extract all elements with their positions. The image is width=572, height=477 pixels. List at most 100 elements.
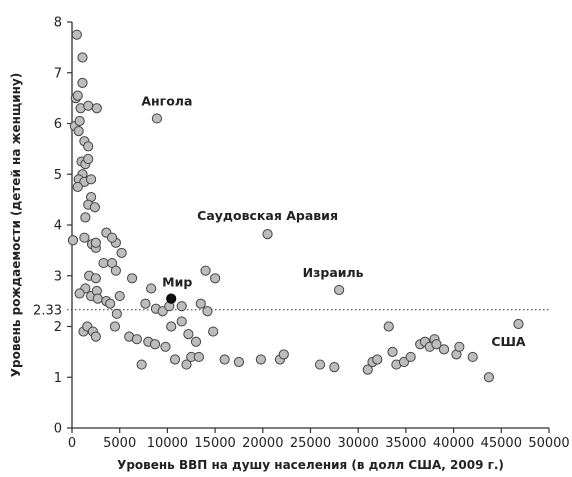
data-point <box>405 351 416 363</box>
x-axis-title: Уровень ВВП на душу населения (в долл СШ… <box>117 458 504 472</box>
data-point <box>72 181 83 193</box>
data-point <box>91 103 102 114</box>
y-axis-title: Уровень рождаемости (детей на женщину) <box>9 73 23 378</box>
data-point <box>169 354 181 365</box>
data-point <box>90 273 101 284</box>
data-point <box>278 349 289 360</box>
data-point <box>110 265 121 276</box>
data-point <box>106 232 118 243</box>
data-point <box>77 77 88 89</box>
data-point <box>98 257 109 269</box>
data-point <box>210 273 221 284</box>
plot-area: 0 1 2 3 4 5 6 7 8 0 5000 10000 15000 20000 25000 30000 3… <box>9 16 570 473</box>
data-point <box>89 202 100 213</box>
x-tick-label: 0 <box>68 436 76 451</box>
data-point <box>92 293 103 304</box>
data-point <box>74 115 85 127</box>
data-point <box>200 265 211 276</box>
data-point <box>176 316 187 327</box>
data-point <box>262 229 273 240</box>
x-tick-label: 50000 <box>528 436 569 451</box>
data-point <box>90 237 101 248</box>
y-tick-label: 6 <box>54 117 62 132</box>
data-point <box>483 372 494 383</box>
x-tick-label: 20000 <box>242 436 283 451</box>
data-point <box>176 301 187 312</box>
annotation-label: США <box>491 334 526 349</box>
data-point <box>362 364 373 375</box>
data-point <box>146 283 157 294</box>
data-point <box>109 321 121 332</box>
world-point <box>166 293 177 304</box>
data-point <box>431 339 442 350</box>
data-point <box>208 326 219 337</box>
y-tick-label: 2 <box>54 320 62 335</box>
data-point <box>334 284 345 296</box>
x-tick-label: 25000 <box>290 436 331 451</box>
data-point <box>151 113 163 124</box>
data-point <box>149 339 161 350</box>
data-point <box>83 153 94 165</box>
data-point <box>383 321 394 332</box>
data-point <box>193 351 204 363</box>
data-point <box>398 356 410 368</box>
y-tick-label: 5 <box>54 168 62 183</box>
x-tick-label: 40000 <box>433 436 474 451</box>
x-tick-label: 35000 <box>385 436 426 451</box>
data-point <box>67 235 79 246</box>
data-point <box>387 346 398 357</box>
data-point <box>190 336 202 347</box>
data-point <box>372 354 383 365</box>
y-tick-label: 4 <box>54 219 62 234</box>
data-point <box>183 329 194 340</box>
data-point <box>438 344 450 355</box>
data-point <box>114 290 125 302</box>
annotation-label: Саудовская Аравия <box>197 208 338 223</box>
data-point <box>105 298 116 309</box>
data-point <box>73 126 84 137</box>
data-point <box>131 334 142 345</box>
data-point <box>71 29 82 40</box>
data-point <box>127 273 138 284</box>
data-point <box>219 354 230 365</box>
data-point <box>80 212 91 223</box>
data-point <box>83 141 94 152</box>
data-point <box>83 100 94 111</box>
data-point <box>90 331 101 342</box>
y-tick-label: 0 <box>54 422 62 437</box>
x-tick-label: 10000 <box>147 436 188 451</box>
data-point <box>255 354 266 365</box>
annotation-label: Израиль <box>303 265 364 280</box>
x-tick-label: 30000 <box>338 436 379 451</box>
y-tick-label: 1 <box>54 371 62 386</box>
annotation-label: Ангола <box>141 93 192 108</box>
data-point <box>111 308 122 319</box>
data-point <box>157 306 168 317</box>
data-point <box>195 298 206 309</box>
data-point <box>136 359 147 370</box>
data-point <box>202 306 213 317</box>
data-point <box>181 359 192 370</box>
data-point <box>74 288 85 299</box>
data-point <box>77 52 88 63</box>
data-point <box>85 174 97 185</box>
y-tick-label: 3 <box>54 269 62 284</box>
reference-line-label: 2.33 <box>33 303 62 318</box>
y-tick-label: 8 <box>54 16 62 31</box>
data-point <box>329 362 340 373</box>
data-point <box>166 321 177 332</box>
data-point <box>79 232 90 243</box>
world-point-label: Мир <box>162 275 192 290</box>
x-tick-label: 45000 <box>481 436 522 451</box>
x-tick-label: 5000 <box>103 436 136 451</box>
data-point <box>140 298 151 309</box>
data-point <box>160 341 171 352</box>
data-point <box>233 356 245 368</box>
x-tick-label: 15000 <box>194 436 235 451</box>
data-point <box>454 341 465 352</box>
data-point <box>72 90 83 101</box>
data-point <box>116 247 127 259</box>
data-point <box>467 351 478 363</box>
data-point <box>314 359 326 370</box>
